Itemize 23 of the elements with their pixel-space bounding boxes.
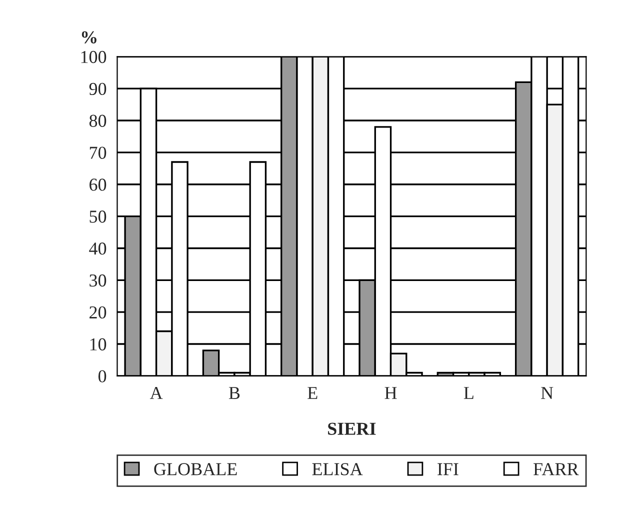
- x-tick-label: H: [384, 387, 397, 399]
- y-tick-label: 10: [90, 338, 106, 350]
- x-tick-label: E: [308, 387, 318, 399]
- y-tick-label: 30: [90, 274, 106, 287]
- x-tick-label: B: [228, 387, 240, 399]
- y-tick-label: 70: [90, 146, 106, 159]
- legend-label: ELISA: [312, 463, 363, 476]
- x-axis-title: SIERI: [328, 422, 376, 435]
- legend-label: IFI: [438, 463, 458, 476]
- y-tick-label: 50: [90, 210, 106, 223]
- legend-label: FARR: [534, 463, 579, 476]
- y-tick-label: 100: [81, 50, 106, 64]
- y-axis-title: %: [82, 31, 96, 44]
- y-tick-label: 80: [89, 114, 106, 127]
- y-tick-label: 0: [98, 370, 106, 382]
- x-tick-label: A: [150, 386, 163, 399]
- x-tick-label: L: [464, 387, 474, 399]
- x-tick-label: N: [541, 387, 554, 399]
- legend-label: GLOBALE: [154, 463, 237, 476]
- y-tick-label: 90: [89, 82, 106, 96]
- y-tick-label: 60: [90, 178, 106, 191]
- y-tick-label: 20: [90, 306, 106, 319]
- y-tick-label: 40: [89, 242, 106, 255]
